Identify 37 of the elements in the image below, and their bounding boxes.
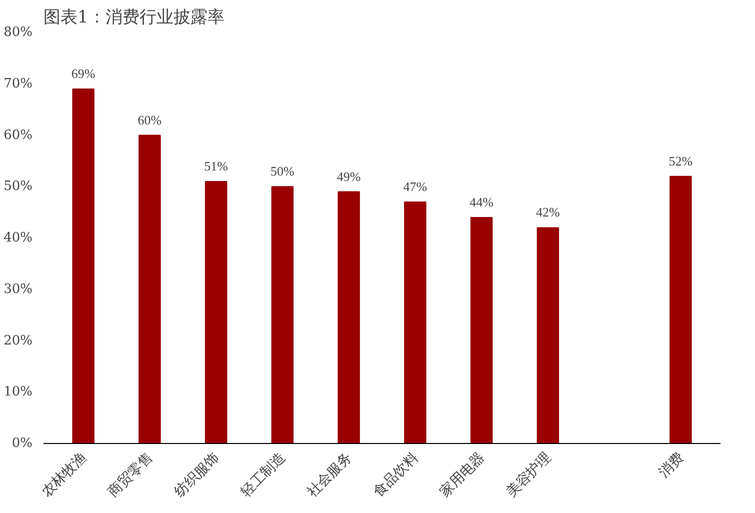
bar [138, 134, 161, 444]
y-tick-label: 10% [4, 384, 33, 400]
chart-title: 图表1：消费行业披露率 [44, 8, 224, 28]
y-tick-label: 40% [4, 230, 33, 246]
bar [338, 191, 360, 444]
y-tick-label: 70% [4, 76, 33, 92]
y-tick-label: 80% [4, 25, 33, 40]
x-tick-label: 食品饮料 [370, 448, 421, 500]
x-tick-label: 商贸零售 [104, 448, 156, 500]
data-label: 49% [336, 168, 361, 184]
data-label: 51% [204, 158, 228, 174]
bar [204, 180, 228, 444]
data-label: 44% [470, 194, 494, 210]
data-label: 50% [270, 164, 295, 179]
y-tick-label: 20% [4, 333, 33, 348]
y-tick-label: 30% [4, 282, 33, 297]
data-label: 60% [138, 112, 162, 128]
x-tick-label: 轻工制造 [237, 448, 288, 500]
bar [670, 176, 692, 444]
data-label: 69% [71, 66, 96, 82]
data-label: 47% [403, 179, 428, 194]
data-label: 42% [536, 204, 560, 220]
y-tick-label: 60% [4, 128, 33, 143]
bar [271, 186, 294, 444]
x-tick-label: 农林牧渔 [38, 448, 89, 500]
bar [72, 88, 94, 444]
y-tick-label: 50% [4, 179, 33, 194]
x-tick-label: 社会服务 [304, 448, 354, 500]
data-label: 52% [668, 153, 693, 168]
x-tick-label: 美容护理 [502, 448, 554, 500]
y-tick-label: 0% [12, 436, 32, 451]
bar [470, 216, 493, 444]
x-tick-label: 纺织服饰 [170, 448, 222, 500]
x-tick-label: 家用电器 [436, 448, 488, 500]
bar [536, 227, 560, 444]
x-tick-label: 消费 [655, 448, 686, 480]
bar [404, 202, 426, 444]
